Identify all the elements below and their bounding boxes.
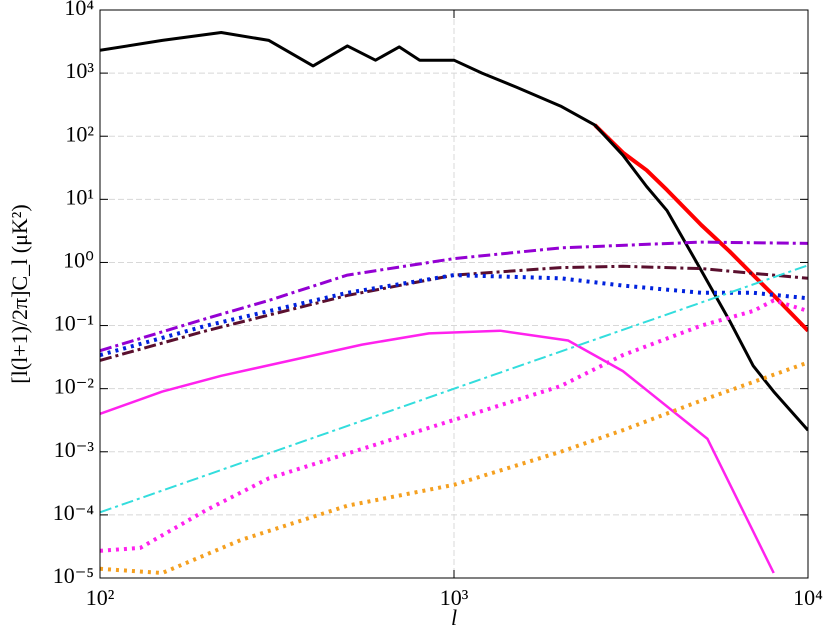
x-axis-label: l xyxy=(451,605,457,630)
y-tick-label: 10⁻³ xyxy=(54,437,95,462)
data-line xyxy=(593,123,808,333)
y-tick-label: 10¹ xyxy=(65,184,94,209)
x-tick-label: 10³ xyxy=(440,585,469,610)
data-line xyxy=(100,240,808,353)
y-tick-label: 10⁻⁵ xyxy=(53,563,94,588)
data-line xyxy=(100,31,808,432)
y-tick-label: 10³ xyxy=(65,58,94,83)
data-line xyxy=(100,264,808,514)
data-line xyxy=(100,264,808,362)
y-tick-label: 10⁰ xyxy=(63,247,94,272)
y-tick-label: 10⁴ xyxy=(64,0,94,20)
x-tick-label: 10⁴ xyxy=(793,585,823,610)
data-line xyxy=(100,329,775,574)
y-tick-label: 10² xyxy=(65,121,94,146)
y-tick-label: 10⁻⁴ xyxy=(53,500,95,525)
x-tick-label: 10² xyxy=(86,585,115,610)
y-tick-label: 10⁻² xyxy=(54,374,95,399)
y-tick-label: 10⁻¹ xyxy=(54,311,94,336)
plot-frame xyxy=(99,9,809,579)
y-axis-label: [l(l+1)/2π]C_l (μK²) xyxy=(7,204,32,383)
data-line xyxy=(100,360,808,575)
